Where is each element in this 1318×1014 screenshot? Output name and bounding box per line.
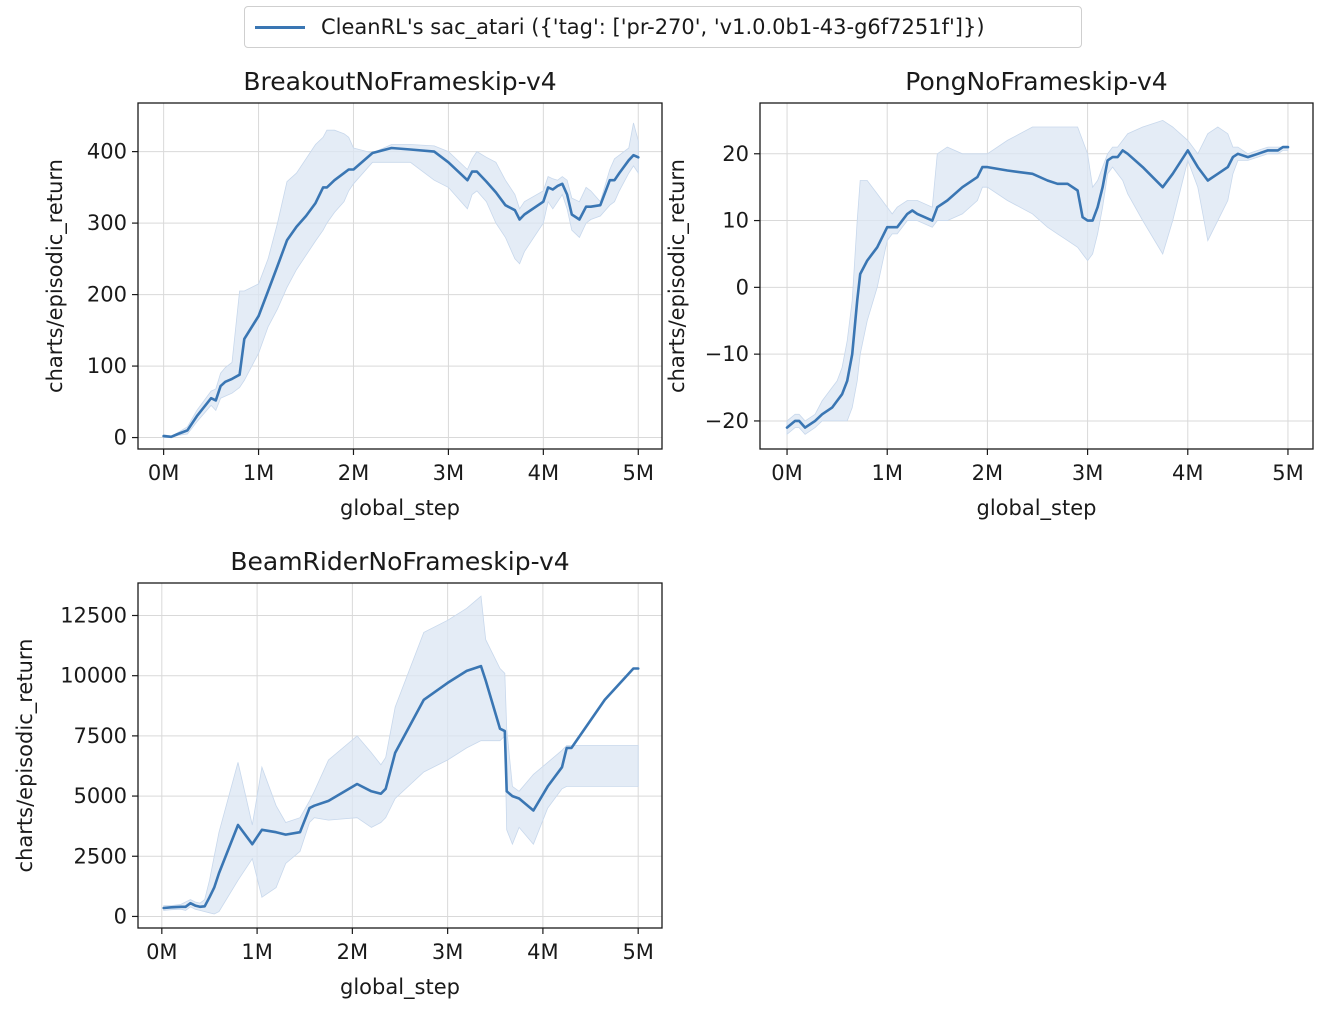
x-tick-label: 1M bbox=[241, 940, 272, 964]
x-axis-label: global_step bbox=[977, 496, 1097, 521]
chart-panel: 0M 1M 2M 3M 4M 5M −20 −10 0 10 20 PongNoFrameskip-v… bbox=[665, 67, 1314, 521]
x-tick-label: 5M bbox=[623, 461, 654, 485]
series-line bbox=[785, 145, 1290, 429]
series-band bbox=[786, 119, 1289, 436]
x-tick-label: 4M bbox=[528, 461, 559, 485]
plot-frame bbox=[759, 102, 1314, 450]
series-line bbox=[162, 146, 640, 439]
plot-frame bbox=[137, 582, 663, 929]
y-tick-label: −20 bbox=[705, 409, 749, 433]
x-tick-label: 2M bbox=[338, 461, 369, 485]
y-tick-label: 10000 bbox=[60, 664, 127, 688]
y-tick-label: 0 bbox=[736, 275, 749, 299]
series-band bbox=[163, 595, 639, 915]
y-axis-label: charts/episodic_return bbox=[665, 159, 690, 393]
series-line bbox=[162, 664, 640, 910]
legend: CleanRL's sac_atari ({'tag': ['pr-270', … bbox=[244, 6, 1082, 48]
x-tick-label: 4M bbox=[527, 940, 558, 964]
x-tick-label: 0M bbox=[146, 940, 177, 964]
x-tick-label: 1M bbox=[243, 461, 274, 485]
legend-label: CleanRL's sac_atari ({'tag': ['pr-270', … bbox=[321, 15, 985, 39]
x-tick-label: 5M bbox=[1272, 461, 1303, 485]
x-axis-label: global_step bbox=[340, 975, 460, 1000]
y-tick-label: 10 bbox=[722, 209, 749, 233]
x-tick-label: 0M bbox=[771, 461, 802, 485]
x-tick-label: 3M bbox=[432, 940, 463, 964]
legend-swatch bbox=[255, 25, 305, 29]
plot-frame bbox=[137, 102, 663, 450]
y-axis-label: charts/episodic_return bbox=[13, 639, 38, 873]
y-axis-label: charts/episodic_return bbox=[43, 159, 68, 393]
y-tick-label: 200 bbox=[87, 283, 127, 307]
y-tick-label: 7500 bbox=[74, 724, 127, 748]
series-band bbox=[163, 122, 639, 438]
y-tick-label: 2500 bbox=[74, 844, 127, 868]
y-tick-label: 300 bbox=[87, 211, 127, 235]
x-tick-label: 3M bbox=[433, 461, 464, 485]
x-tick-label: 0M bbox=[148, 461, 179, 485]
chart-title: PongNoFrameskip-v4 bbox=[905, 67, 1167, 96]
x-tick-label: 5M bbox=[622, 940, 653, 964]
y-tick-label: 100 bbox=[87, 354, 127, 378]
chart-panel: 0M 1M 2M 3M 4M 5M 0 100 200 300 400 BreakoutNoFrame… bbox=[43, 67, 663, 521]
x-tick-label: 2M bbox=[972, 461, 1003, 485]
x-axis-label: global_step bbox=[340, 496, 460, 521]
y-tick-label: −10 bbox=[705, 342, 749, 366]
y-tick-label: 20 bbox=[722, 142, 749, 166]
y-tick-label: 0 bbox=[114, 426, 127, 450]
y-tick-label: 5000 bbox=[74, 784, 127, 808]
chart-title: BeamRiderNoFrameskip-v4 bbox=[230, 547, 569, 576]
x-tick-label: 2M bbox=[337, 940, 368, 964]
chart-title: BreakoutNoFrameskip-v4 bbox=[243, 67, 556, 96]
x-tick-label: 4M bbox=[1172, 461, 1203, 485]
x-tick-label: 1M bbox=[871, 461, 902, 485]
y-tick-label: 0 bbox=[114, 904, 127, 928]
x-tick-label: 3M bbox=[1072, 461, 1103, 485]
y-tick-label: 400 bbox=[87, 140, 127, 164]
chart-panel: 0M 1M 2M 3M 4M 5M 0 2500 5000 7500 10000 12500 BeamR… bbox=[13, 547, 663, 1000]
y-tick-label: 12500 bbox=[60, 604, 127, 628]
